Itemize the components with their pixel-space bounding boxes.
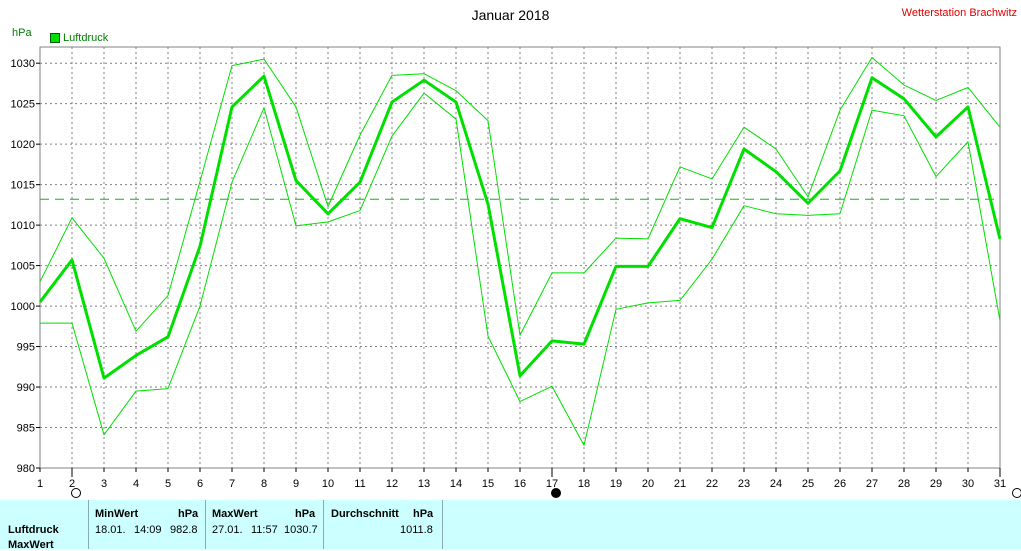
avg-unit: hPa <box>413 508 433 520</box>
x-tick-label: 24 <box>770 478 782 490</box>
y-tick-label: 1020 <box>11 139 35 151</box>
x-tick-label: 14 <box>450 478 462 490</box>
x-tick-label: 12 <box>386 478 398 490</box>
chart-title: Januar 2018 <box>0 7 1021 23</box>
x-tick-label: 28 <box>898 478 910 490</box>
stats-table: Luftdruck MaxWert MinWert hPa 18.01. 14:… <box>0 500 1021 549</box>
x-tick-label: 20 <box>642 478 654 490</box>
min-time: 14:09 <box>134 524 162 536</box>
x-tick-label: 9 <box>293 478 299 490</box>
max-value: 1030.7 <box>284 524 318 536</box>
max-date: 27.01. <box>212 524 243 536</box>
x-tick-label: 11 <box>354 478 365 490</box>
y-tick-label: 1030 <box>11 58 35 70</box>
station-name: Wetterstation Brachwitz <box>902 7 1017 19</box>
min-value: 982.8 <box>170 524 198 536</box>
y-tick-label: 1010 <box>11 220 35 232</box>
avg-header: Durchschnitt <box>331 508 399 520</box>
avg-value: 1011.8 <box>400 524 433 536</box>
y-tick-label: 1015 <box>11 180 35 192</box>
x-tick-label: 5 <box>165 478 171 490</box>
y-tick-label: 985 <box>17 423 35 435</box>
stats-row-label: Luftdruck <box>8 524 59 536</box>
stats-min-column: MinWert hPa 18.01. 14:09 982.8 <box>88 500 206 549</box>
x-tick-label: 29 <box>930 478 942 490</box>
y-tick-label: 995 <box>17 342 35 354</box>
x-tick-label: 26 <box>834 478 846 490</box>
max-time: 11:57 <box>251 524 278 536</box>
stats-avg-column: Durchschnitt hPa 1011.8 <box>323 500 443 549</box>
min-unit: hPa <box>178 508 198 520</box>
full-moon-icon <box>72 489 81 498</box>
x-tick-label: 18 <box>578 478 590 490</box>
x-tick-label: 25 <box>802 478 814 490</box>
legend: Luftdruck <box>50 32 108 44</box>
y-tick-label: 990 <box>17 382 35 394</box>
x-tick-label: 6 <box>197 478 203 490</box>
x-tick-label: 30 <box>962 478 974 490</box>
legend-swatch <box>50 33 60 43</box>
x-tick-label: 13 <box>418 478 430 490</box>
x-tick-label: 10 <box>322 478 334 490</box>
x-tick-label: 19 <box>610 478 622 490</box>
x-tick-label: 4 <box>133 478 139 490</box>
max-header: MaxWert <box>212 508 258 520</box>
y-tick-label: 1025 <box>11 99 35 111</box>
y-tick-label: 1000 <box>11 301 35 313</box>
y-tick-label: 1005 <box>11 261 35 273</box>
x-tick-label: 16 <box>514 478 526 490</box>
new-moon-icon <box>552 489 561 498</box>
x-tick-label: 22 <box>706 478 718 490</box>
x-tick-label: 27 <box>866 478 878 490</box>
min-date: 18.01. <box>95 524 126 536</box>
x-tick-label: 3 <box>101 478 107 490</box>
x-tick-label: 1 <box>37 478 43 490</box>
pressure-chart: 9809859909951000100510101015102010251030… <box>0 0 1021 500</box>
x-tick-label: 23 <box>738 478 750 490</box>
stats-next-row-label: MaxWert <box>8 539 54 551</box>
x-tick-label: 8 <box>261 478 267 490</box>
full-moon-icon <box>1013 489 1021 498</box>
min-header: MinWert <box>95 508 138 520</box>
stats-max-column: MaxWert hPa 27.01. 11:57 1030.7 <box>205 500 324 549</box>
y-axis-unit: hPa <box>12 27 32 39</box>
x-tick-label: 2 <box>69 478 75 490</box>
y-tick-label: 980 <box>17 463 35 475</box>
x-tick-label: 15 <box>482 478 494 490</box>
legend-label: Luftdruck <box>63 32 108 44</box>
x-tick-label: 31 <box>994 478 1006 490</box>
x-tick-label: 21 <box>674 478 686 490</box>
max-unit: hPa <box>295 508 315 520</box>
x-tick-label: 7 <box>229 478 235 490</box>
